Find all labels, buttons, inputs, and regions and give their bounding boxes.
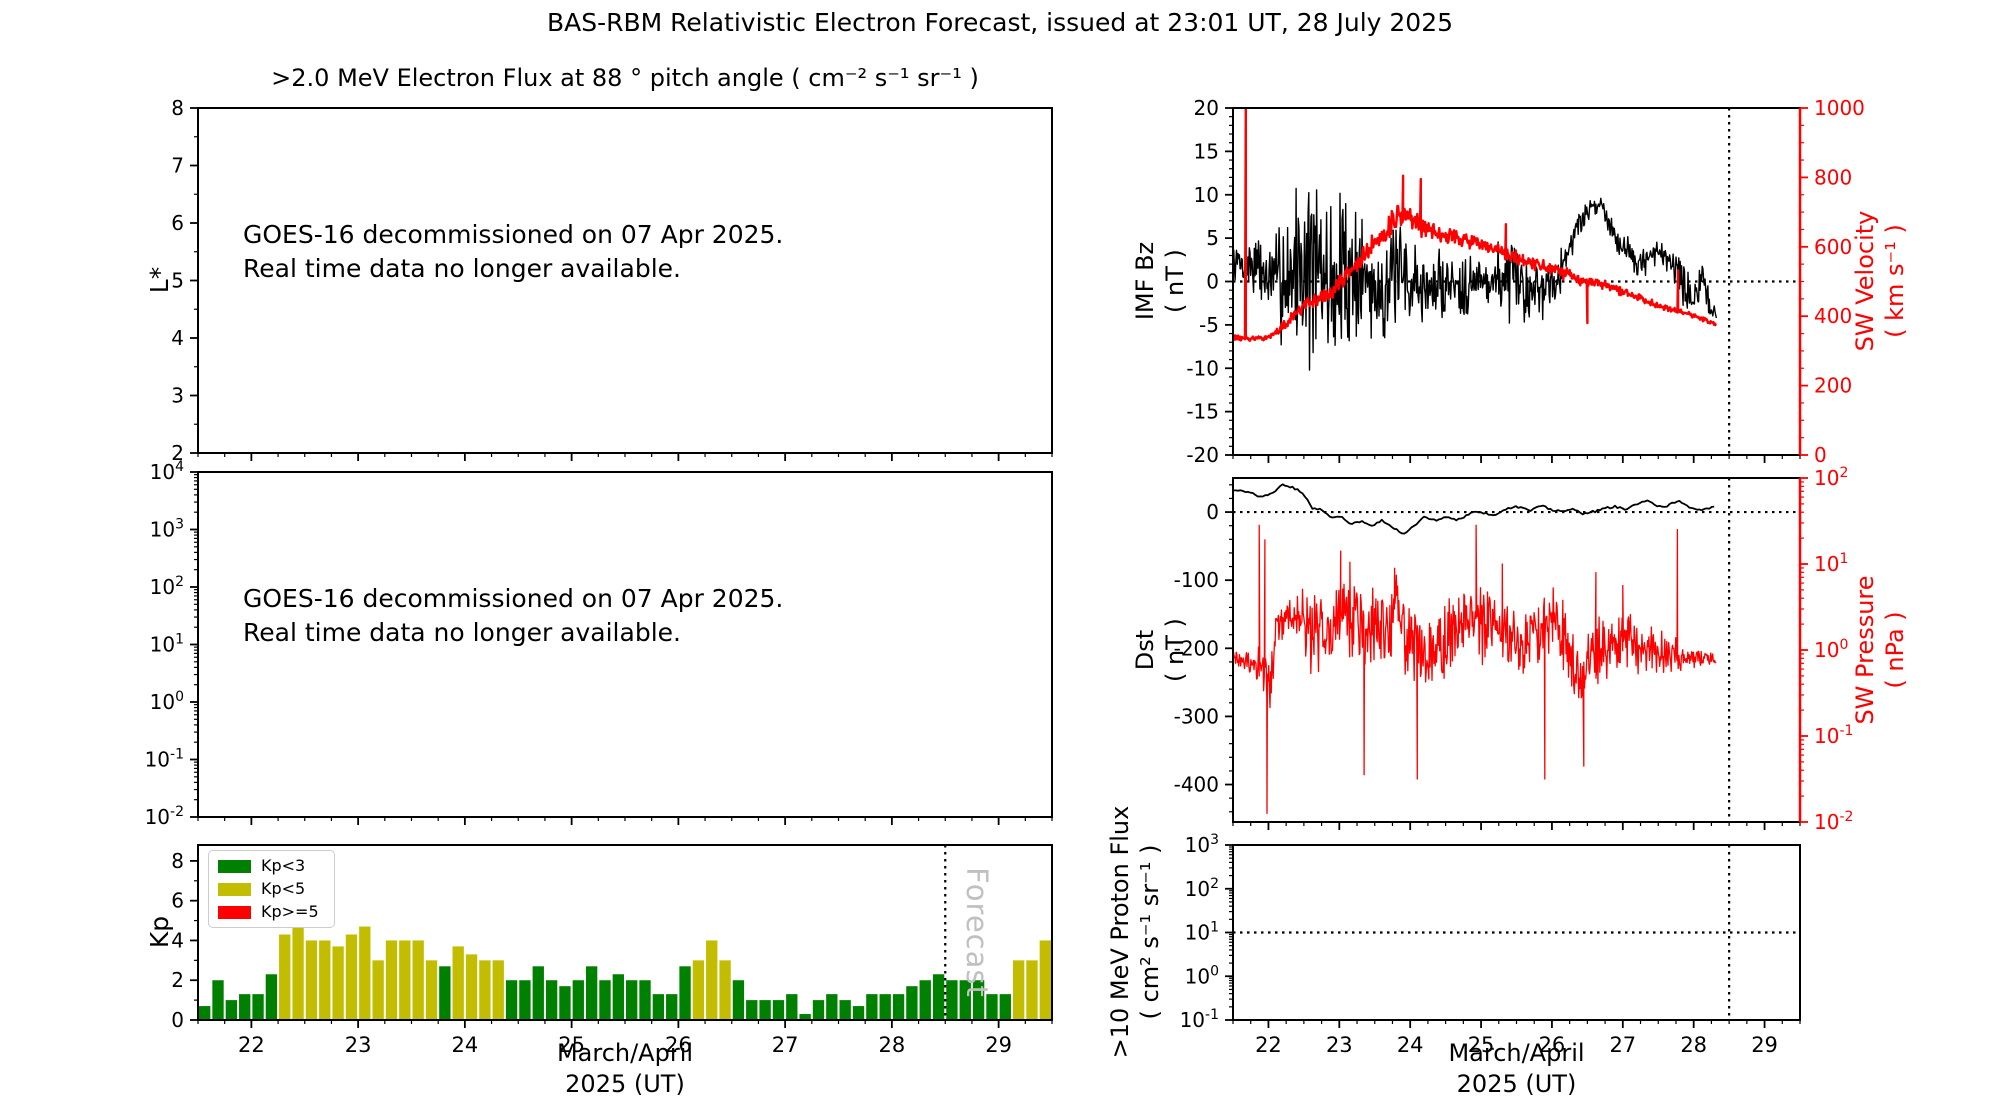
svg-text:101: 101 [1814,551,1848,576]
kp-lt3-label: Kp<3 [261,856,306,875]
goes16-message-top: GOES-16 decommissioned on 07 Apr 2025. R… [243,218,783,286]
svg-text:100: 100 [1814,637,1848,662]
svg-text:101: 101 [150,632,184,657]
goes16-message-line2: Real time data no longer available. [243,254,681,283]
svg-text:0: 0 [1206,270,1219,294]
right-x-axis-label: March/April 2025 (UT) [1448,1039,1585,1098]
kp-lt5-label: Kp<5 [261,879,306,898]
svg-text:20: 20 [1194,96,1219,120]
svg-text:0: 0 [1206,500,1219,524]
svg-text:10-1: 10-1 [145,747,184,772]
svg-text:10-2: 10-2 [1814,809,1853,834]
forecast-watermark: Forecast [960,867,995,998]
legend-item-kp-ge5: Kp>=5 [218,904,319,920]
proton-flux-axis-label: >10 MeV Proton Flux ( cm² s⁻¹ sr⁻¹ ) [1106,805,1164,1059]
svg-text:101: 101 [1185,920,1219,945]
svg-text:102: 102 [150,574,184,599]
goes16-message-line1: GOES-16 decommissioned on 07 Apr 2025. [243,584,784,613]
svg-text:103: 103 [1185,832,1219,857]
svg-text:600: 600 [1814,235,1852,259]
svg-text:103: 103 [150,517,184,542]
svg-text:10: 10 [1194,183,1219,207]
svg-text:104: 104 [150,459,184,484]
svg-text:0: 0 [1814,443,1827,467]
kp-ge5-label: Kp>=5 [261,902,319,921]
imf-bz-axis-label: IMF Bz ( nT ) [1131,241,1189,321]
svg-text:100: 100 [1185,963,1219,988]
lstar-axis-label: L* [145,266,174,294]
left-x-axis-label: March/April 2025 (UT) [556,1039,694,1098]
svg-text:102: 102 [1185,876,1219,901]
svg-text:8: 8 [171,96,184,120]
svg-text:400: 400 [1814,304,1852,328]
legend-item-kp-lt3: Kp<3 [218,858,319,874]
kp-lt3-swatch [218,859,251,873]
svg-text:10-1: 10-1 [1180,1007,1219,1032]
svg-text:200: 200 [1814,374,1852,398]
svg-text:-5: -5 [1199,313,1219,337]
svg-text:2: 2 [171,441,184,465]
svg-text:800: 800 [1814,165,1852,189]
goes16-message-middle: GOES-16 decommissioned on 07 Apr 2025. R… [243,582,783,650]
sw-pressure-axis-label: SW Pressure ( nPa ) [1851,575,1909,725]
svg-text:100: 100 [150,689,184,714]
electron-flux-panel-title: >2.0 MeV Electron Flux at 88 ° pitch ang… [271,64,979,92]
svg-text:102: 102 [1814,465,1848,490]
kp-lt5-swatch [218,882,251,896]
svg-text:15: 15 [1194,139,1219,163]
svg-text:5: 5 [1206,226,1219,250]
figure-title: BAS-RBM Relativistic Electron Forecast, … [546,8,1454,37]
svg-text:1000: 1000 [1814,96,1865,120]
kp-legend: Kp<3 Kp<5 Kp>=5 [208,850,335,928]
goes16-message-line1: GOES-16 decommissioned on 07 Apr 2025. [243,220,784,249]
svg-text:-20: -20 [1186,443,1219,467]
legend-item-kp-lt5: Kp<5 [218,881,319,897]
kp-ge5-swatch [218,905,251,919]
kp-axis-label: Kp [145,915,174,949]
dst-axis-label: Dst ( nT ) [1131,618,1189,682]
sw-velocity-axis-label: SW Velocity ( km s⁻¹ ) [1851,210,1909,352]
goes16-message-line2: Real time data no longer available. [243,618,681,647]
